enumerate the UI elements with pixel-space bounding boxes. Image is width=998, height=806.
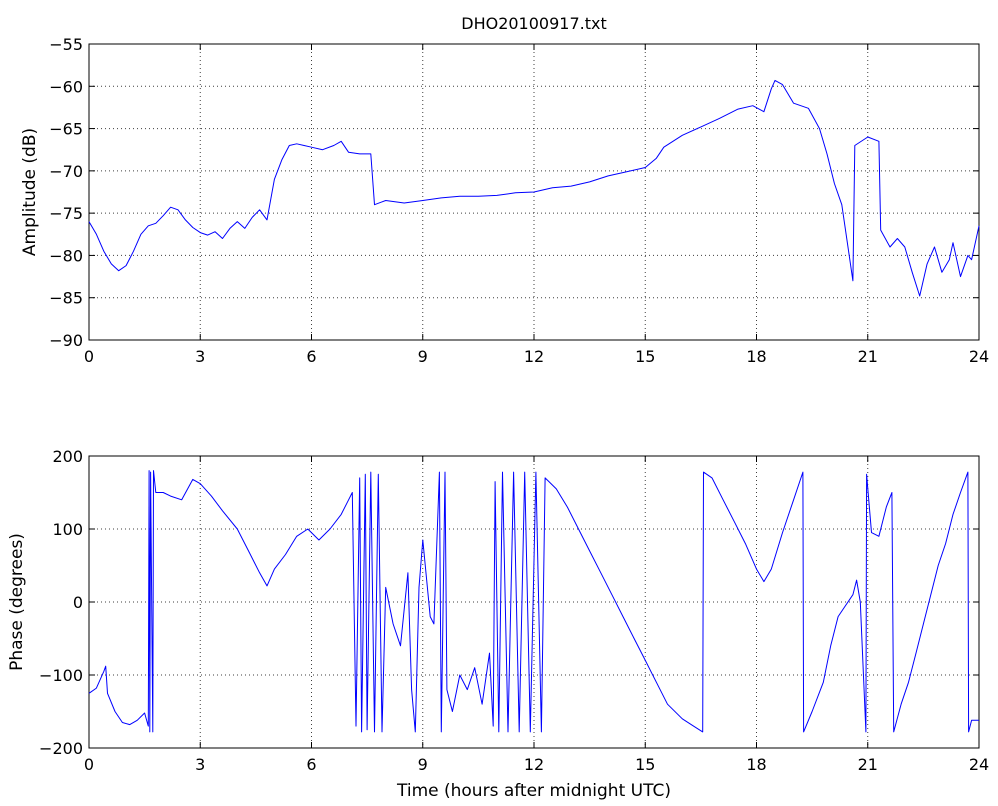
amplitude-x-tick-labels: 0 3 6 9 12 15 18 21 24 bbox=[84, 347, 989, 366]
phase-y-tick-label: 200 bbox=[52, 447, 83, 466]
phase-x-tick-label: 12 bbox=[524, 755, 544, 774]
amplitude-x-tick-label: 24 bbox=[969, 347, 989, 366]
x-axis-label: Time (hours after midnight UTC) bbox=[396, 781, 671, 801]
phase-series-line bbox=[88, 470, 979, 733]
phase-y-tick-label: −200 bbox=[39, 739, 83, 758]
amplitude-panel: DHO20100917.txt 0 3 6 9 12 15 18 21 24 −90 −85 −80… bbox=[20, 14, 989, 366]
phase-y-tick-label: −100 bbox=[39, 666, 83, 685]
amplitude-y-tick-label: −90 bbox=[49, 331, 83, 350]
amplitude-series-line bbox=[88, 79, 980, 297]
amplitude-x-tick-label: 9 bbox=[418, 347, 428, 366]
phase-x-tick-label: 18 bbox=[746, 755, 766, 774]
phase-x-tick-label: 24 bbox=[969, 755, 989, 774]
phase-x-tick-label: 9 bbox=[418, 755, 428, 774]
amplitude-ticks bbox=[88, 43, 980, 341]
phase-x-tick-label: 15 bbox=[635, 755, 655, 774]
phase-y-axis-label: Phase (degrees) bbox=[7, 533, 27, 671]
amplitude-y-tick-label: −85 bbox=[49, 289, 83, 308]
amplitude-y-tick-label: −60 bbox=[49, 77, 83, 96]
amplitude-series bbox=[88, 79, 980, 297]
phase-x-tick-label: 6 bbox=[306, 755, 316, 774]
phase-x-tick-labels: 0 3 6 9 12 15 18 21 24 bbox=[84, 755, 989, 774]
phase-x-tick-label: 0 bbox=[84, 755, 94, 774]
amplitude-y-tick-label: −70 bbox=[49, 162, 83, 181]
amplitude-y-tick-labels: −90 −85 −80 −75 −70 −65 −60 −55 bbox=[49, 35, 83, 350]
amplitude-y-tick-label: −75 bbox=[49, 204, 83, 223]
phase-y-tick-labels: −200 −100 0 100 200 bbox=[39, 447, 83, 758]
amplitude-x-tick-label: 12 bbox=[524, 347, 544, 366]
phase-x-tick-label: 3 bbox=[195, 755, 205, 774]
amplitude-x-tick-label: 0 bbox=[84, 347, 94, 366]
amplitude-x-tick-label: 21 bbox=[858, 347, 878, 366]
amplitude-x-tick-label: 18 bbox=[746, 347, 766, 366]
amplitude-x-tick-label: 6 bbox=[306, 347, 316, 366]
chart-title: DHO20100917.txt bbox=[461, 14, 606, 33]
phase-y-tick-label: 100 bbox=[52, 520, 83, 539]
amplitude-x-tick-label: 15 bbox=[635, 347, 655, 366]
phase-ticks bbox=[88, 455, 980, 749]
phase-y-tick-label: 0 bbox=[73, 593, 83, 612]
amplitude-y-tick-label: −55 bbox=[49, 35, 83, 54]
phase-x-tick-label: 21 bbox=[858, 755, 878, 774]
amplitude-y-tick-label: −80 bbox=[49, 246, 83, 265]
amplitude-y-axis-label: Amplitude (dB) bbox=[20, 128, 40, 256]
phase-panel: 0 3 6 9 12 15 18 21 24 −200 −100 0 100 200 Phase (de… bbox=[7, 447, 989, 801]
amplitude-y-tick-label: −65 bbox=[49, 120, 83, 139]
phase-series bbox=[88, 470, 979, 733]
amplitude-x-tick-label: 3 bbox=[195, 347, 205, 366]
